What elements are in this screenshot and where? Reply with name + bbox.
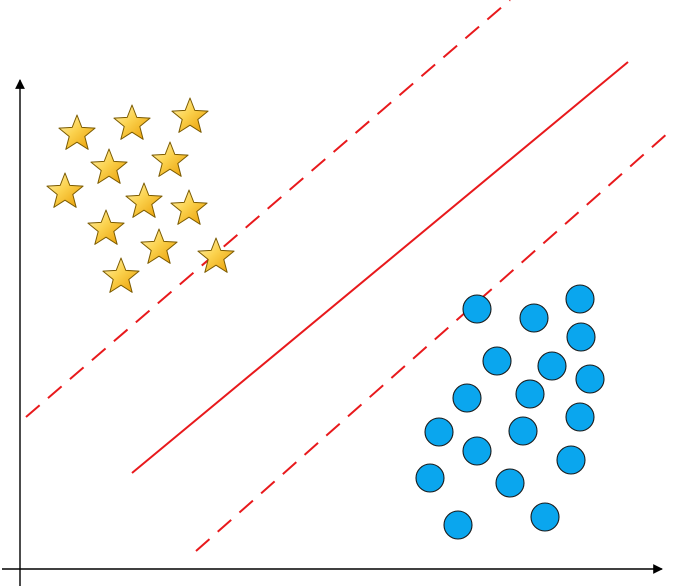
circle-class-points: [416, 285, 604, 539]
star-icon: [88, 210, 124, 244]
circle-point: [509, 417, 537, 445]
circle-point: [425, 418, 453, 446]
star-icon: [126, 183, 162, 217]
star-icon: [141, 229, 177, 263]
circle-point: [566, 403, 594, 431]
circle-point: [567, 323, 595, 351]
margin-line-upper: [26, 0, 510, 417]
circle-point: [520, 304, 548, 332]
star-icon: [152, 142, 188, 176]
circle-point: [516, 380, 544, 408]
circle-point: [557, 446, 585, 474]
circle-point: [483, 347, 511, 375]
star-icon: [114, 105, 150, 139]
circle-point: [453, 384, 481, 412]
star-icon: [172, 98, 208, 132]
circle-point: [496, 469, 524, 497]
circle-point: [531, 503, 559, 531]
circle-point: [463, 437, 491, 465]
circle-point: [566, 285, 594, 313]
star-icon: [103, 258, 139, 292]
star-icon: [171, 190, 207, 224]
circle-point: [416, 464, 444, 492]
circle-point: [576, 365, 604, 393]
circle-point: [463, 295, 491, 323]
star-icon: [59, 115, 95, 149]
star-icon: [47, 173, 83, 207]
circle-point: [444, 511, 472, 539]
star-icon: [91, 149, 127, 183]
circle-point: [538, 352, 566, 380]
axes: [2, 80, 662, 586]
